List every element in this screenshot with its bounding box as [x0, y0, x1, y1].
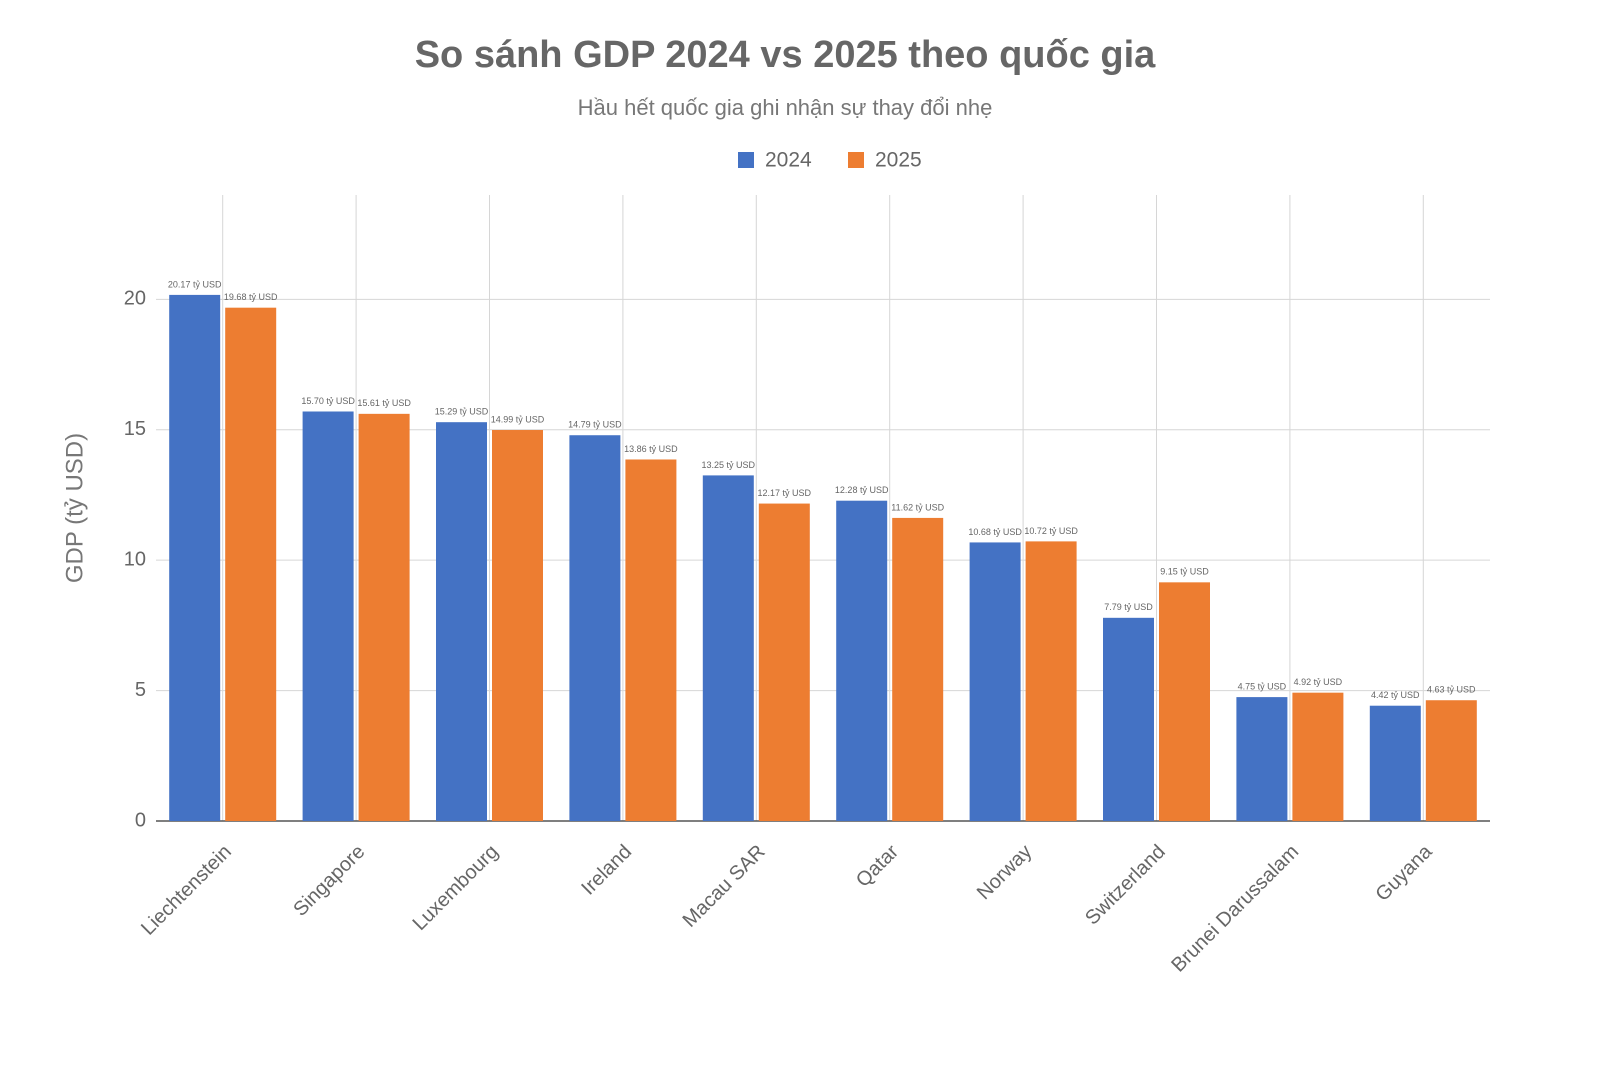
value-label: 12.28 tỷ USD: [835, 485, 889, 495]
y-tick-label: 0: [135, 809, 146, 831]
y-tick-label: 5: [135, 679, 146, 701]
value-label: 20.17 tỷ USD: [168, 279, 222, 289]
value-label: 9.15 tỷ USD: [1160, 567, 1209, 577]
bar: [1236, 697, 1288, 821]
value-label: 4.63 tỷ USD: [1427, 685, 1476, 695]
y-tick-label: 15: [124, 418, 146, 440]
bar: [892, 517, 944, 821]
value-label: 13.25 tỷ USD: [702, 460, 756, 470]
bar: [169, 294, 221, 821]
bar: [358, 413, 410, 821]
value-label: 15.29 tỷ USD: [435, 407, 489, 417]
bar: [436, 422, 487, 821]
bar: [492, 430, 543, 821]
value-label: 14.79 tỷ USD: [568, 420, 622, 430]
y-axis-label: GDP (tỷ USD): [61, 433, 88, 583]
legend-swatch: [738, 152, 754, 168]
value-label: 4.92 tỷ USD: [1294, 677, 1343, 687]
bar: [1369, 705, 1421, 821]
bar: [225, 307, 277, 821]
x-tick-label: Qatar: [852, 840, 903, 891]
y-tick-label: 20: [124, 288, 146, 310]
x-tick-label: Guyana: [1371, 840, 1437, 906]
bar: [702, 475, 754, 821]
x-tick-label: Brunei Darussalam: [1167, 841, 1303, 977]
bar: [1159, 582, 1210, 821]
bar: [758, 503, 810, 821]
x-tick-label: Liechtenstein: [137, 841, 236, 940]
value-label: 10.72 tỷ USD: [1024, 526, 1078, 536]
x-tick-label: Switzerland: [1081, 841, 1170, 930]
bar: [1103, 617, 1154, 821]
value-label: 4.42 tỷ USD: [1371, 690, 1420, 700]
bar: [1025, 541, 1077, 821]
value-label: 12.17 tỷ USD: [758, 488, 812, 498]
legend-swatch: [848, 152, 864, 168]
value-label: 15.61 tỷ USD: [357, 398, 411, 408]
value-label: 7.79 tỷ USD: [1104, 602, 1153, 612]
chart-subtitle: Hầu hết quốc gia ghi nhận sự thay đổi nh…: [578, 95, 993, 120]
x-tick-label: Luxembourg: [409, 841, 503, 935]
bar: [1425, 700, 1477, 821]
value-label: 10.68 tỷ USD: [968, 527, 1022, 537]
chart-title: So sánh GDP 2024 vs 2025 theo quốc gia: [415, 34, 1156, 76]
bar: [625, 459, 677, 821]
value-label: 15.70 tỷ USD: [301, 396, 355, 406]
x-tick-label: Singapore: [289, 841, 369, 921]
bar: [302, 411, 354, 821]
bar: [836, 500, 888, 821]
legend-label: 2024: [765, 149, 812, 172]
bar: [969, 542, 1021, 821]
bar: [1292, 692, 1344, 821]
legend-label: 2025: [875, 149, 922, 172]
y-tick-label: 10: [124, 548, 146, 570]
value-label: 13.86 tỷ USD: [624, 444, 678, 454]
value-label: 4.75 tỷ USD: [1238, 681, 1287, 691]
bar: [569, 435, 621, 821]
x-tick-label: Norway: [973, 841, 1036, 904]
value-label: 11.62 tỷ USD: [891, 502, 944, 512]
value-label: 14.99 tỷ USD: [491, 414, 545, 424]
x-tick-label: Ireland: [577, 841, 636, 900]
x-tick-label: Macau SAR: [679, 841, 770, 932]
value-label: 19.68 tỷ USD: [224, 292, 278, 302]
